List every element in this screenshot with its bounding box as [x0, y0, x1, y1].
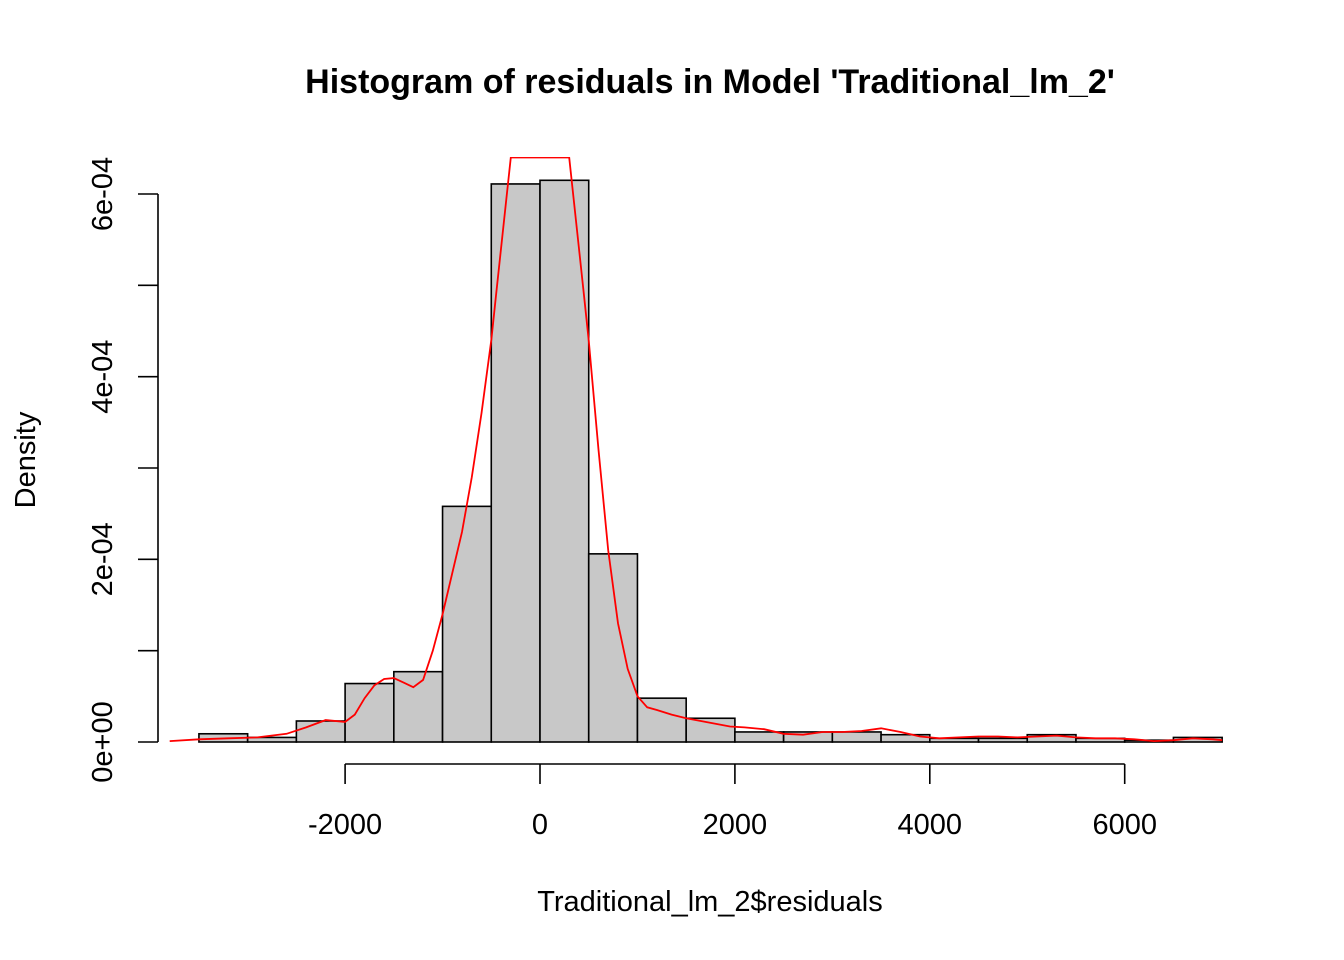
histogram-bar-14 — [880, 733, 931, 743]
x-axis: -2000 0 2000 4000 6000 — [308, 763, 1157, 841]
histogram-bar-10 — [685, 717, 736, 743]
y-axis-label: Density — [10, 411, 42, 508]
x-tick-label-4: 6000 — [1092, 809, 1157, 841]
x-tick-label-3: 4000 — [898, 809, 963, 841]
x-tick-label-0: -2000 — [308, 809, 382, 841]
x-tick-label-2: 2000 — [703, 809, 768, 841]
histogram-bars — [198, 179, 1223, 743]
histogram-bar-3 — [344, 682, 395, 743]
y-tick-label-2: 2e-04 — [87, 522, 119, 596]
x-tick-label-1: 0 — [532, 809, 548, 841]
histogram-bar-5 — [441, 505, 493, 743]
histogram-bar-13 — [831, 731, 882, 743]
density-curve — [169, 157, 1223, 743]
histogram-bar-11 — [734, 731, 785, 743]
x-axis-label: Traditional_lm_2$residuals — [537, 886, 883, 918]
histogram-bar-6 — [490, 183, 541, 743]
histogram-bar-7 — [539, 179, 590, 743]
y-tick-label-4: 4e-04 — [87, 340, 119, 414]
histogram-bar-16 — [977, 737, 1029, 743]
y-tick-label-6: 6e-04 — [87, 157, 119, 231]
histogram-bar-2 — [295, 720, 346, 743]
y-tick-label-0: 0e+00 — [87, 701, 119, 782]
chart-title: Histogram of residuals in Model 'Traditi… — [305, 63, 1115, 101]
y-axis: 0e+00 2e-04 4e-04 6e-04 — [87, 157, 159, 783]
